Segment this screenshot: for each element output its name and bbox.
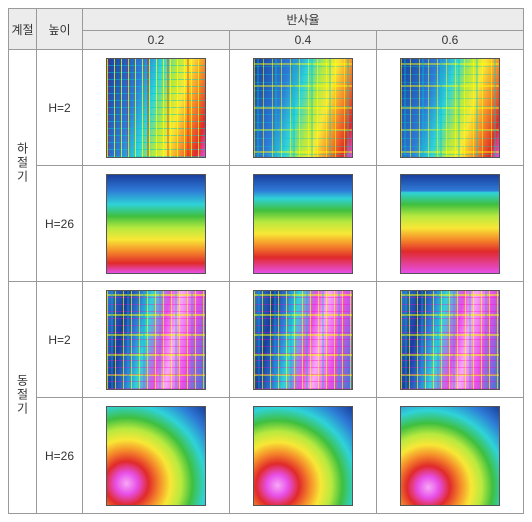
plot-summer-h2-r04: [230, 50, 377, 166]
season-winter: 동절기: [9, 282, 37, 514]
plot-winter-h26-r06: [377, 398, 524, 514]
plot-summer-h26-r02: [83, 166, 230, 282]
height-h26-summer: H=26: [37, 166, 83, 282]
height-h2-winter: H=2: [37, 282, 83, 398]
plot-summer-h2-r06: [377, 50, 524, 166]
plot-winter-h2-r04: [230, 282, 377, 398]
season-summer: 하절기: [9, 50, 37, 282]
header-r1: 0.2: [83, 31, 230, 50]
plot-summer-h2-r02: [83, 50, 230, 166]
results-table: 계절 높이 반사율 0.2 0.4 0.6 하절기 H=2 H=26 동절기: [8, 8, 524, 514]
plot-winter-h2-r06: [377, 282, 524, 398]
height-h2-summer: H=2: [37, 50, 83, 166]
plot-winter-h2-r02: [83, 282, 230, 398]
header-r3: 0.6: [377, 31, 524, 50]
header-reflectance: 반사율: [83, 9, 524, 31]
header-season: 계절: [9, 9, 37, 50]
plot-winter-h26-r04: [230, 398, 377, 514]
plot-summer-h26-r04: [230, 166, 377, 282]
plot-summer-h26-r06: [377, 166, 524, 282]
height-h26-winter: H=26: [37, 398, 83, 514]
header-r2: 0.4: [230, 31, 377, 50]
plot-winter-h26-r02: [83, 398, 230, 514]
header-height: 높이: [37, 9, 83, 50]
